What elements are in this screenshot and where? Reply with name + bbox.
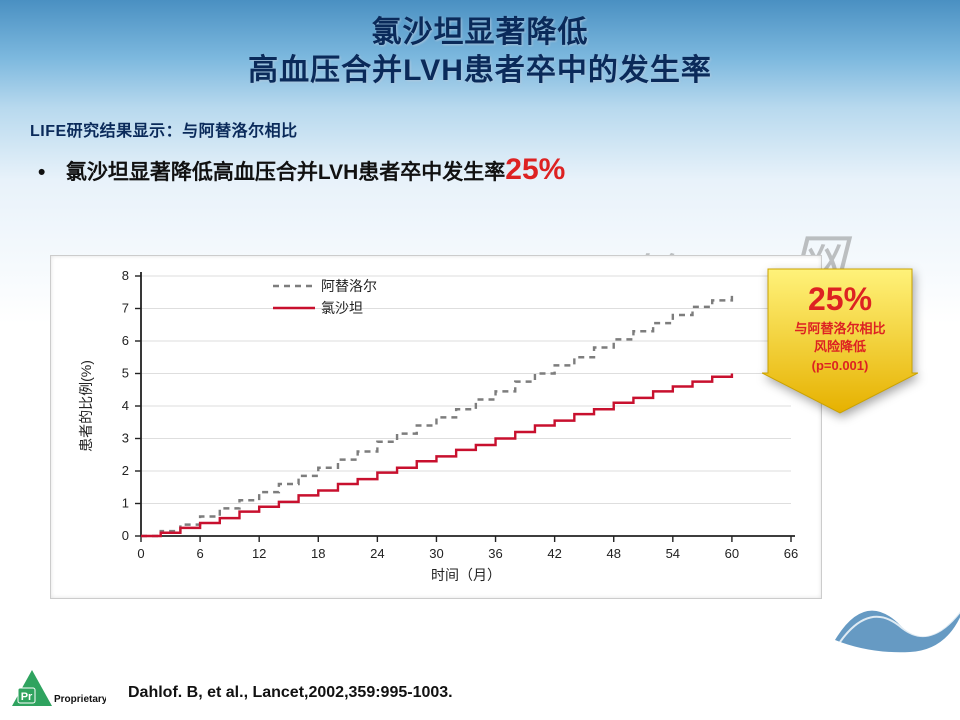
callout-text: 25% 与阿替洛尔相比 风险降低 (p=0.001)	[762, 279, 918, 374]
callout-line3: (p=0.001)	[762, 358, 918, 374]
badge-abbr: Pr	[21, 691, 33, 703]
chart-container: 0123456780612182430364248546066时间（月）患者的比…	[50, 255, 822, 599]
callout-arrow: 25% 与阿替洛尔相比 风险降低 (p=0.001)	[762, 265, 918, 415]
bullet-dot: •	[38, 161, 60, 185]
proprietary-badge: Pr Proprietary	[10, 666, 106, 708]
svg-text:患者的比例(%): 患者的比例(%)	[78, 360, 94, 452]
svg-text:8: 8	[122, 268, 129, 283]
svg-text:氯沙坦: 氯沙坦	[321, 300, 363, 316]
svg-text:时间（月）: 时间（月）	[431, 567, 501, 583]
callout-main: 25%	[762, 279, 918, 319]
svg-text:42: 42	[547, 546, 561, 561]
wave-decoration	[830, 570, 960, 660]
chart-svg: 0123456780612182430364248546066时间（月）患者的比…	[51, 256, 821, 598]
title-line-1: 氯沙坦显著降低	[0, 14, 960, 52]
svg-text:5: 5	[122, 366, 129, 381]
svg-text:1: 1	[122, 496, 129, 511]
svg-text:24: 24	[370, 546, 384, 561]
badge-label: Proprietary	[54, 694, 106, 705]
svg-text:6: 6	[122, 333, 129, 348]
svg-text:阿替洛尔: 阿替洛尔	[321, 278, 377, 294]
bullet-pct: 25%	[505, 153, 565, 186]
svg-text:48: 48	[606, 546, 620, 561]
callout-line1: 与阿替洛尔相比	[762, 321, 918, 337]
svg-text:18: 18	[311, 546, 325, 561]
svg-text:6: 6	[196, 546, 203, 561]
svg-text:7: 7	[122, 301, 129, 316]
title-line-2: 高血压合并LVH患者卒中的发生率	[0, 52, 960, 90]
svg-text:2: 2	[122, 463, 129, 478]
svg-text:3: 3	[122, 431, 129, 446]
svg-text:0: 0	[122, 528, 129, 543]
subtitle: LIFE研究结果显示：与阿替洛尔相比	[30, 117, 960, 141]
svg-text:54: 54	[666, 546, 680, 561]
bullet-row: • 氯沙坦显著降低高血压合并LVH患者卒中发生率25%	[38, 153, 960, 187]
svg-text:36: 36	[488, 546, 502, 561]
bullet-text: 氯沙坦显著降低高血压合并LVH患者卒中发生率	[66, 161, 505, 184]
svg-text:66: 66	[784, 546, 798, 561]
svg-text:0: 0	[137, 546, 144, 561]
slide-title: 氯沙坦显著降低 高血压合并LVH患者卒中的发生率	[0, 0, 960, 89]
svg-text:12: 12	[252, 546, 266, 561]
svg-text:60: 60	[725, 546, 739, 561]
svg-text:30: 30	[429, 546, 443, 561]
svg-text:4: 4	[122, 398, 129, 413]
citation-text: Dahlof. B, et al., Lancet,2002,359:995-1…	[128, 684, 453, 702]
callout-line2: 风险降低	[762, 339, 918, 355]
